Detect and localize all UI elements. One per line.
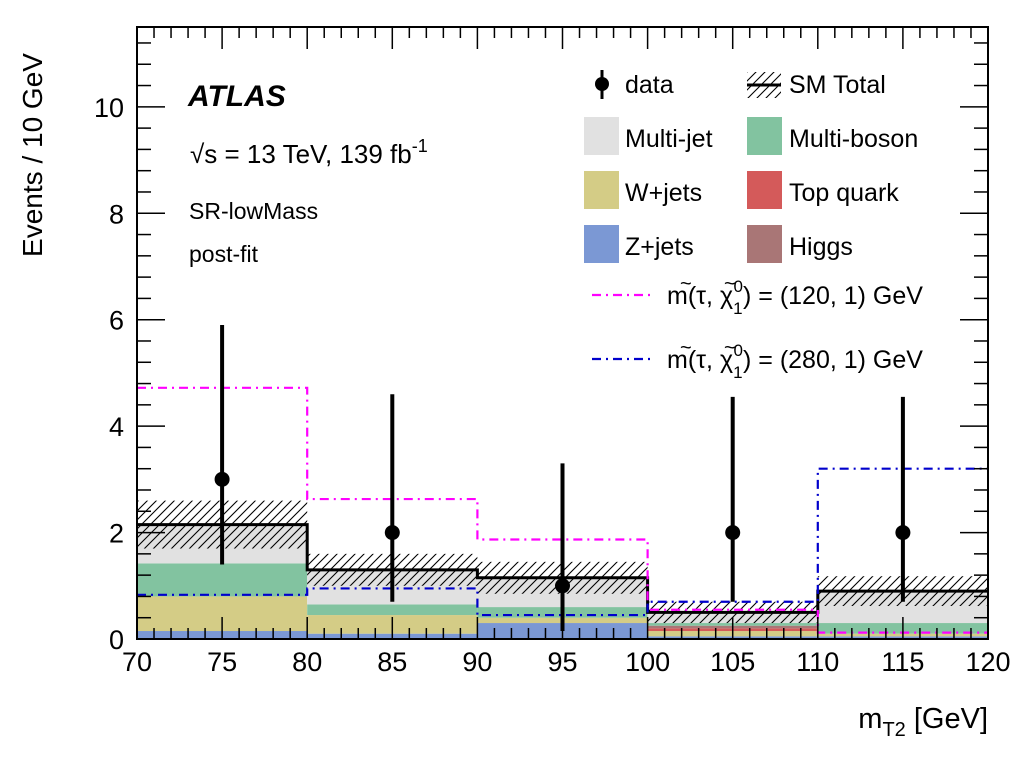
svg-text:~: ~	[680, 337, 692, 359]
region-label: SR-lowMass	[189, 198, 318, 224]
signal-line-0	[137, 386, 988, 634]
signal-lines	[137, 386, 988, 634]
svg-text:~: ~	[680, 273, 692, 295]
data-point	[214, 471, 230, 487]
legend-entry-higgs: Higgs	[747, 225, 853, 263]
svg-text:~: ~	[724, 273, 736, 295]
x-tick-label: 70	[122, 647, 152, 677]
y-tick-label: 2	[109, 519, 124, 549]
svg-text:W+jets: W+jets	[625, 179, 702, 207]
x-tick-label: 75	[207, 647, 237, 677]
svg-text:SM Total: SM Total	[789, 71, 886, 99]
x-tick-label: 115	[881, 647, 924, 677]
x-tick-label: 95	[547, 647, 577, 677]
svg-text:data: data	[625, 71, 674, 99]
legend-entry-z-jets: Z+jets	[584, 225, 694, 263]
y-axis-label: Events / 10 GeV	[17, 53, 48, 257]
data-point	[555, 578, 570, 594]
svg-text:m(τ, χ10) = (120, 1) GeV: m(τ, χ10) = (120, 1) GeV	[667, 277, 923, 318]
signal-line-1	[137, 467, 988, 617]
x-tick-label: 110	[796, 647, 839, 677]
atlas-label: ATLAS	[187, 80, 286, 113]
y-tick-label: 8	[109, 199, 124, 229]
stack-bar-multi-boson	[307, 604, 478, 616]
svg-text:m(τ, χ10) = (280, 1) GeV: m(τ, χ10) = (280, 1) GeV	[667, 341, 923, 382]
legend-entry-multi-boson: Multi-boson	[747, 117, 918, 155]
legend-entry-data: data	[595, 70, 674, 99]
legend-entry-signal-120: m(τ, χ10) = (120, 1) GeV ~ ~	[592, 273, 923, 318]
x-tick-label: 80	[292, 647, 322, 677]
y-tick-label: 4	[109, 412, 124, 442]
x-tick-label: 85	[377, 647, 407, 677]
axis-ticks	[136, 27, 989, 640]
x-tick-label: 100	[625, 647, 670, 677]
y-tick-label: 0	[109, 625, 124, 655]
svg-text:Multi-boson: Multi-boson	[789, 125, 918, 153]
legend-entry-sm-total: SM Total	[747, 71, 886, 99]
y-tick-label: 6	[109, 306, 124, 336]
legend-entry-top-quark: Top quark	[747, 171, 899, 209]
data-points	[214, 325, 911, 632]
fit-label: post-fit	[189, 241, 259, 267]
legend-entry-multi-jet: Multi-jet	[584, 117, 713, 155]
svg-text:Multi-jet: Multi-jet	[625, 125, 713, 153]
energy-lumi-label: √s = 13 TeV, 139 fb-1	[190, 136, 428, 169]
y-tick-label: 10	[94, 93, 124, 123]
x-tick-label: 105	[710, 647, 755, 677]
y-tick-labels: 0 2 4 6 8 10	[94, 93, 124, 655]
svg-text:Z+jets: Z+jets	[625, 233, 694, 261]
x-tick-label: 90	[462, 647, 492, 677]
legend: data SM Total Multi-jet Multi-boson W+je…	[584, 70, 923, 382]
x-tick-labels: 70 75 80 85 90 95 100 105 110 115 120	[122, 647, 1011, 677]
svg-text:~: ~	[724, 337, 736, 359]
svg-text:Higgs: Higgs	[789, 233, 853, 261]
legend-entry-signal-280: m(τ, χ10) = (280, 1) GeV ~ ~	[592, 337, 923, 382]
svg-text:Top quark: Top quark	[789, 179, 899, 207]
x-tick-label: 120	[965, 647, 1010, 677]
data-point	[384, 525, 400, 541]
data-point	[895, 525, 911, 541]
x-axis-label: mT2 [GeV]	[858, 703, 988, 741]
stack-bar-multi-boson	[137, 563, 308, 597]
legend-entry-w-jets: W+jets	[584, 171, 702, 209]
data-point	[725, 525, 741, 541]
